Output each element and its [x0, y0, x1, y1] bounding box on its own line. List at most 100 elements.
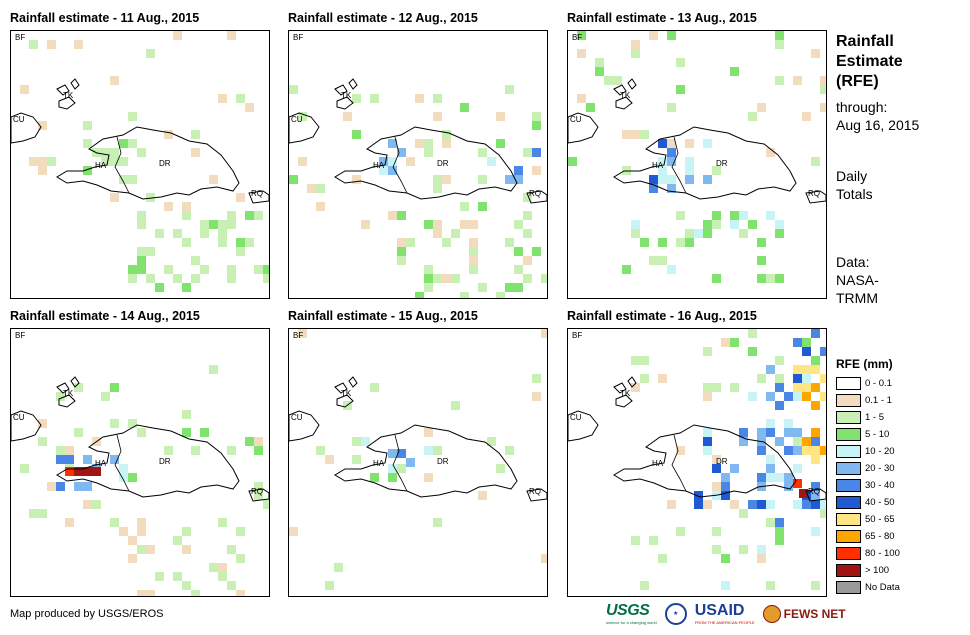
coastline [56, 376, 80, 394]
daily-totals-text: Daily Totals [836, 168, 873, 202]
rainfall-cell [748, 329, 757, 338]
rainfall-cell [397, 247, 406, 256]
country-label-bf: BF [572, 33, 583, 42]
legend-item: 0.1 - 1 [836, 392, 900, 409]
legend-swatch [836, 581, 861, 594]
rainfall-cell [38, 121, 47, 130]
coastline [526, 488, 547, 502]
rainfall-cell [676, 58, 685, 67]
rainfall-cell [514, 220, 523, 229]
rainfall-cell [397, 449, 406, 458]
rainfall-cell [415, 292, 424, 298]
rainfall-cell [424, 148, 433, 157]
rainfall-cell [361, 437, 370, 446]
country-label-cu: CU [570, 115, 582, 124]
legend-label: 80 - 100 [865, 548, 900, 559]
rainfall-cell [65, 467, 74, 476]
rainfall-cell [101, 157, 110, 166]
country-label-rq: RQ [251, 487, 263, 496]
rainfall-cell [38, 437, 47, 446]
rainfall-cell [191, 274, 200, 283]
rainfall-cell [802, 112, 811, 121]
rainfall-cell [191, 590, 200, 596]
rainfall-cell [694, 229, 703, 238]
rainfall-cell [793, 464, 802, 473]
rainfall-cell [775, 536, 784, 545]
coastline [613, 424, 797, 498]
rainfall-cell [721, 491, 730, 500]
rainfall-map-15-aug[interactable]: BF CU TK HA DR RQ [288, 328, 548, 597]
rainfall-cell [739, 211, 748, 220]
rainfall-cell [146, 545, 155, 554]
rainfall-cell [65, 455, 74, 464]
rainfall-cell [766, 392, 775, 401]
rainfall-cell [245, 437, 254, 446]
rainfall-map-14-aug[interactable]: BF CU TK HA DR RQ [10, 328, 270, 597]
rainfall-cell [496, 139, 505, 148]
rainfall-cell [577, 49, 586, 58]
country-label-ha: HA [652, 459, 664, 468]
rainfall-cell [388, 449, 397, 458]
rainfall-cell [119, 473, 128, 482]
rainfall-cell [200, 220, 209, 229]
rainfall-cell [577, 94, 586, 103]
rainfall-cell [397, 464, 406, 473]
rainfall-cell [227, 545, 236, 554]
rainfall-cell [496, 464, 505, 473]
rainfall-cell [739, 229, 748, 238]
rainfall-cell [730, 383, 739, 392]
rainfall-cell [505, 283, 514, 292]
rainfall-cell [523, 211, 532, 220]
coastline [336, 96, 354, 110]
rainfall-cell [811, 365, 820, 374]
rainfall-cell [218, 563, 227, 572]
rainfall-cell [155, 229, 164, 238]
rainfall-cell [505, 446, 514, 455]
legend-swatch [836, 479, 861, 492]
country-label-tk: TK [341, 91, 352, 100]
rainfall-cell [433, 112, 442, 121]
rainfall-cell [128, 112, 137, 121]
rainfall-cell [227, 211, 236, 220]
rainfall-cell [110, 76, 119, 85]
rainfall-cell [487, 437, 496, 446]
rainfall-cell [820, 103, 826, 112]
legend-item: 80 - 100 [836, 545, 900, 562]
rainfall-cell [514, 247, 523, 256]
rainfall-cell [173, 572, 182, 581]
rainfall-cell [469, 220, 478, 229]
rainfall-cell [209, 175, 218, 184]
rainfall-cell [496, 292, 505, 298]
rainfall-cell [101, 392, 110, 401]
country-label-dr: DR [437, 159, 449, 168]
rainfall-cell [236, 193, 245, 202]
coastline [11, 410, 42, 442]
rainfall-cell [757, 274, 766, 283]
rainfall-cell [775, 473, 784, 482]
rainfall-cell [263, 265, 269, 274]
rainfall-cell [128, 265, 137, 274]
rainfall-cell [182, 202, 191, 211]
rainfall-cell [433, 94, 442, 103]
coastline [671, 136, 687, 194]
rainfall-map-11-aug[interactable]: BF CU TK HA DR RQ [10, 30, 270, 299]
rainfall-cell [38, 509, 47, 518]
rainfall-map-12-aug[interactable]: BF CU TK HA DR RQ [288, 30, 548, 299]
rainfall-cell [649, 256, 658, 265]
rainfall-cell [775, 383, 784, 392]
rainfall-cell [721, 581, 730, 590]
rainfall-cell [532, 166, 541, 175]
rainfall-map-16-aug[interactable]: BF CU TK HA DR RQ [567, 328, 827, 597]
coastline [56, 78, 80, 96]
rainfall-cell [478, 491, 487, 500]
rainfall-map-13-aug[interactable]: BF CU TK HA DR RQ [567, 30, 827, 299]
rainfall-cell [595, 58, 604, 67]
rainfall-grid [568, 31, 826, 283]
rainfall-cell [92, 500, 101, 509]
rainfall-cell [820, 374, 826, 383]
partner-logos: USGS science for a changing world ★ USAID… [606, 602, 846, 625]
rainfall-cell [424, 473, 433, 482]
rainfall-cell [119, 157, 128, 166]
legend-label: 30 - 40 [865, 480, 895, 491]
coastline [615, 96, 633, 110]
